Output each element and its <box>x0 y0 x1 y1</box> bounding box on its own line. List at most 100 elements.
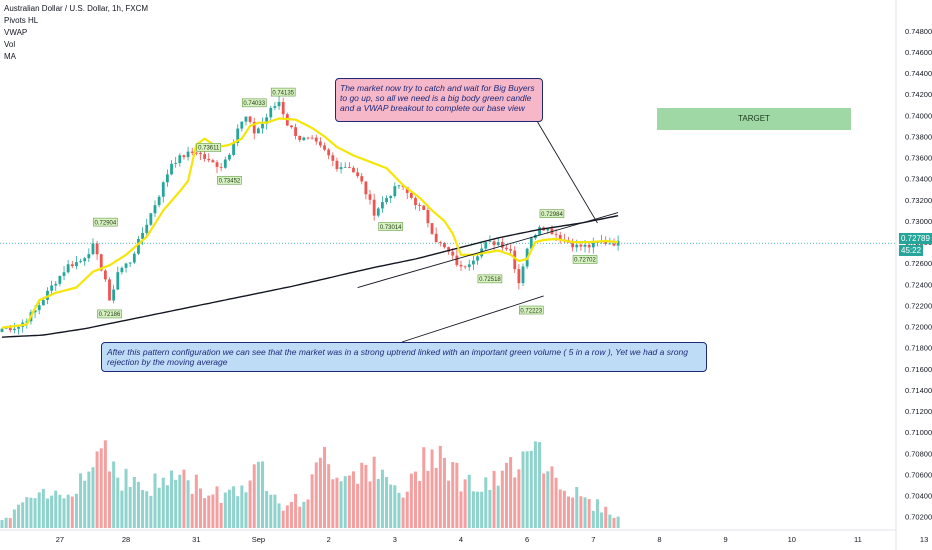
candle-body <box>393 186 397 197</box>
volume-bar <box>252 464 256 528</box>
candle-body <box>430 223 434 234</box>
volume-bar <box>385 477 389 528</box>
candle-body <box>360 176 364 182</box>
price-tick-label: 0.70800 <box>905 449 932 458</box>
candle-body <box>112 289 116 301</box>
volume-bar <box>492 470 496 528</box>
volume-bar <box>33 498 37 528</box>
volume-bar <box>538 442 542 528</box>
volume-bar <box>471 491 475 528</box>
pivot-label-box <box>270 87 296 97</box>
indicator-vol[interactable]: Vol <box>4 40 16 49</box>
volume-bar <box>401 497 405 528</box>
volume-bar <box>351 471 355 528</box>
volume-bar <box>0 520 4 528</box>
candle-body <box>157 196 161 206</box>
price-tick-label: 0.74000 <box>905 111 932 120</box>
volume-bar <box>128 486 132 528</box>
volume-bar <box>504 462 508 528</box>
candle-body <box>521 266 525 284</box>
pivot-label: 0.72702 <box>574 258 596 264</box>
volume-bar <box>500 470 504 528</box>
volume-bar <box>339 481 343 528</box>
candle-body <box>211 160 215 163</box>
volume-bar <box>141 489 145 528</box>
price-tick-label: 0.73800 <box>905 132 932 141</box>
pivot-label: 0.74033 <box>243 101 265 107</box>
trend-line <box>357 212 619 288</box>
volume-bar <box>513 477 517 528</box>
volume-bar <box>327 464 331 528</box>
volume-bar <box>170 470 174 528</box>
candle-body <box>186 151 190 158</box>
uptrend-annotation-note[interactable]: After this pattern configuration we can … <box>101 342 707 372</box>
buyers-annotation-note[interactable]: The market now try to catch and wait for… <box>335 78 543 122</box>
indicator-ma[interactable]: MA <box>4 52 16 61</box>
volume-bar <box>294 493 298 528</box>
volume-bar <box>550 466 554 528</box>
target-zone[interactable]: TARGET <box>657 108 851 130</box>
price-tick-label: 0.72600 <box>905 259 932 268</box>
candle-body <box>612 243 616 246</box>
candle-body <box>414 197 417 206</box>
candle-body <box>476 256 479 261</box>
pivot-label-box <box>572 255 598 264</box>
price-tick-label: 0.73600 <box>905 154 932 163</box>
volume-bar <box>99 448 103 528</box>
volume-bar <box>70 496 74 528</box>
candle-body <box>546 228 550 231</box>
volume-bar <box>356 483 360 528</box>
volume-bar <box>74 493 78 528</box>
candle-body <box>281 101 285 115</box>
moving-average-line <box>1 215 619 338</box>
volume-bar <box>83 480 87 528</box>
volume-bar <box>261 461 265 528</box>
candle-body <box>240 121 244 129</box>
indicator-vwap[interactable]: VWAP <box>4 28 28 37</box>
candle-body <box>166 174 169 183</box>
volume-bar <box>409 473 413 528</box>
candle-body <box>215 162 219 167</box>
volume-bar <box>616 516 620 528</box>
volume-bar <box>190 493 194 528</box>
candle-body <box>376 208 380 216</box>
candle-body <box>87 254 91 259</box>
volume-bar <box>215 486 219 528</box>
candle-body <box>199 152 202 155</box>
candle-body <box>368 194 372 200</box>
candle-body <box>33 310 37 313</box>
candle-body <box>153 205 157 214</box>
candle-body <box>228 154 231 160</box>
time-tick-label: 8 <box>657 535 661 544</box>
candle-body <box>571 242 575 248</box>
volume-bar <box>393 485 397 528</box>
volume-bar <box>306 499 310 528</box>
volume-bar <box>600 512 604 528</box>
candle-body <box>95 243 99 255</box>
candle-body <box>488 241 492 243</box>
volume-bar <box>397 492 401 528</box>
volume-bar <box>517 469 521 528</box>
indicator-pivots-hl[interactable]: Pivots HL <box>4 16 39 25</box>
volume-bar <box>521 451 525 528</box>
volume-bar <box>178 474 182 528</box>
candle-body <box>509 249 513 251</box>
volume-bar <box>604 506 608 528</box>
volume-bar <box>87 471 91 528</box>
volume-bar <box>347 475 351 528</box>
candle-body <box>459 264 463 267</box>
time-tick-label: Sep <box>252 535 265 544</box>
candle-body <box>505 247 508 250</box>
volume-bar <box>273 494 277 528</box>
volume-bar <box>41 488 45 528</box>
volume-bar <box>145 491 149 528</box>
volume-bar <box>17 504 21 528</box>
candle-body <box>41 299 45 306</box>
volume-bar <box>571 497 575 528</box>
price-tick-label: 0.72400 <box>905 280 932 289</box>
candle-body <box>385 198 388 203</box>
volume-bar <box>476 491 480 528</box>
volume-bar <box>438 445 442 528</box>
candle-body <box>538 227 541 235</box>
volume-bar <box>37 492 41 528</box>
